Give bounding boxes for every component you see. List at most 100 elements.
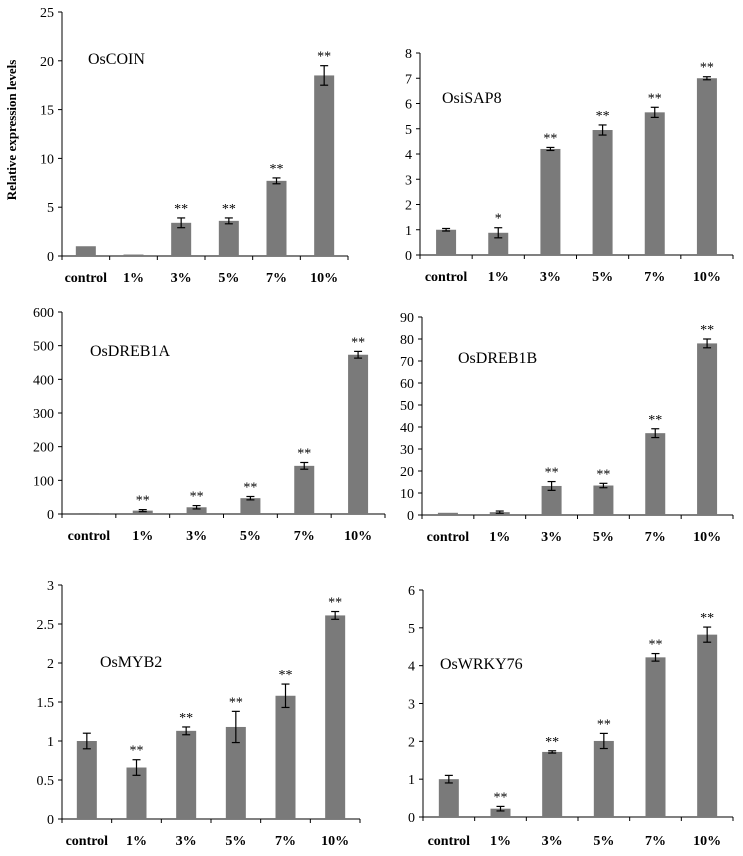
x-category-label: 7% <box>645 530 666 545</box>
bar-3 <box>176 730 197 819</box>
panel-title: OsWRKY76 <box>440 656 523 673</box>
x-category-label: 1% <box>123 271 144 286</box>
significance-mark: ** <box>270 162 284 177</box>
x-category-label: 1% <box>132 529 153 544</box>
bar-5 <box>645 433 666 515</box>
significance-mark: ** <box>229 695 243 710</box>
x-category-label: 10% <box>321 834 349 849</box>
bar-6 <box>697 343 718 515</box>
x-category-label: 7% <box>644 270 665 285</box>
chart-panel-6: 0 1 2 3 4 5 6 control ** 1% ** 3% ** 5% ** 7% ** 10% OsWRK… <box>408 584 734 849</box>
y-tick-label: 40 <box>400 421 414 436</box>
panel-title: OsiSAP8 <box>442 90 502 107</box>
x-category-label: control <box>65 271 108 286</box>
x-category-label: control <box>66 834 109 849</box>
y-tick-label: 3 <box>405 173 412 188</box>
y-tick-label: 2 <box>47 657 54 672</box>
x-category-label: 5% <box>593 530 614 545</box>
x-category-label: 3% <box>171 271 192 286</box>
bar-4 <box>593 740 614 817</box>
bar-2 <box>123 254 144 256</box>
chart-panel-4: 0 10 20 30 40 50 60 70 80 90 control 1% ** 3% ** 5% ** 7%… <box>400 311 734 545</box>
y-tick-label: 1 <box>47 735 54 750</box>
y-tick-label: 5 <box>47 201 54 216</box>
significance-mark: ** <box>649 638 663 653</box>
significance-mark: ** <box>317 50 331 65</box>
y-tick-label: 3 <box>408 698 415 713</box>
significance-mark: ** <box>648 413 662 428</box>
y-axis-label: Relative expression levels <box>4 60 19 201</box>
bar-4 <box>225 726 246 819</box>
y-tick-label: 200 <box>33 441 54 456</box>
significance-mark: ** <box>174 202 188 217</box>
y-tick-label: 1 <box>408 773 415 788</box>
bar-1 <box>78 513 99 514</box>
y-tick-label: 0 <box>405 249 412 264</box>
y-tick-label: 2.5 <box>37 618 55 633</box>
significance-mark: ** <box>545 466 559 481</box>
x-category-label: 1% <box>488 270 509 285</box>
significance-mark: ** <box>700 61 714 76</box>
x-category-label: control <box>68 529 111 544</box>
bar-5 <box>645 657 666 817</box>
x-category-label: 3% <box>186 529 207 544</box>
y-tick-label: 15 <box>40 104 54 119</box>
bar-2 <box>490 808 511 817</box>
y-tick-label: 6 <box>405 98 412 113</box>
x-category-label: 3% <box>541 530 562 545</box>
bar-1 <box>76 741 97 819</box>
y-tick-label: 0 <box>408 811 415 826</box>
bar-4 <box>240 498 261 514</box>
significance-mark: ** <box>545 735 559 750</box>
significance-mark: ** <box>596 109 610 124</box>
x-category-label: 10% <box>693 270 721 285</box>
panel-title: OsCOIN <box>88 51 145 68</box>
significance-mark: ** <box>596 467 610 482</box>
panel-title: OsMYB2 <box>100 654 162 671</box>
bar-1 <box>437 512 458 515</box>
chart-panel-5: 0 0.5 1 1.5 2 2.5 3 control ** 1% ** 3% ** 5% ** 7% ** 10… <box>37 579 361 849</box>
y-tick-label: 25 <box>40 6 54 21</box>
x-category-label: 10% <box>693 530 721 545</box>
x-category-label: 1% <box>490 834 511 849</box>
bar-5 <box>294 465 315 514</box>
significance-mark: ** <box>351 335 365 350</box>
y-tick-label: 8 <box>405 47 412 62</box>
bar-6 <box>348 354 369 514</box>
y-tick-label: 4 <box>405 148 412 163</box>
bar-3 <box>541 485 562 515</box>
x-category-label: control <box>428 834 471 849</box>
significance-mark: ** <box>136 494 150 509</box>
significance-mark: ** <box>222 202 236 217</box>
x-category-label: 5% <box>593 834 614 849</box>
significance-mark: ** <box>597 717 611 732</box>
significance-mark: ** <box>700 611 714 626</box>
bar-4 <box>592 130 613 255</box>
y-tick-label: 0.5 <box>37 774 55 789</box>
y-tick-label: 5 <box>405 123 412 138</box>
x-category-label: 10% <box>310 271 338 286</box>
panel-title: OsDREB1B <box>458 350 537 367</box>
bar-2 <box>488 232 509 255</box>
bar-5 <box>275 695 296 819</box>
bar-5 <box>266 180 287 256</box>
x-category-label: 7% <box>294 529 315 544</box>
y-tick-label: 10 <box>400 487 414 502</box>
bar-6 <box>325 615 346 819</box>
y-tick-label: 20 <box>400 465 414 480</box>
bar-2 <box>126 767 147 819</box>
bar-1 <box>75 246 96 256</box>
significance-mark: ** <box>700 323 714 338</box>
y-tick-label: 5 <box>408 622 415 637</box>
chart-panel-2: 0 1 2 3 4 5 6 7 8 control * 1% ** 3% ** 5% ** 7% ** 10% OsiS… <box>405 47 734 285</box>
chart-panel-3: 0 100 200 300 400 500 600 control ** 1% ** 3% ** 5% **… <box>33 306 386 544</box>
y-tick-label: 0 <box>47 813 54 828</box>
y-tick-label: 400 <box>33 373 54 388</box>
y-tick-label: 90 <box>400 311 414 326</box>
significance-mark: ** <box>648 91 662 106</box>
significance-mark: ** <box>190 490 204 505</box>
bar-1 <box>436 229 457 255</box>
bar-6 <box>696 78 717 255</box>
